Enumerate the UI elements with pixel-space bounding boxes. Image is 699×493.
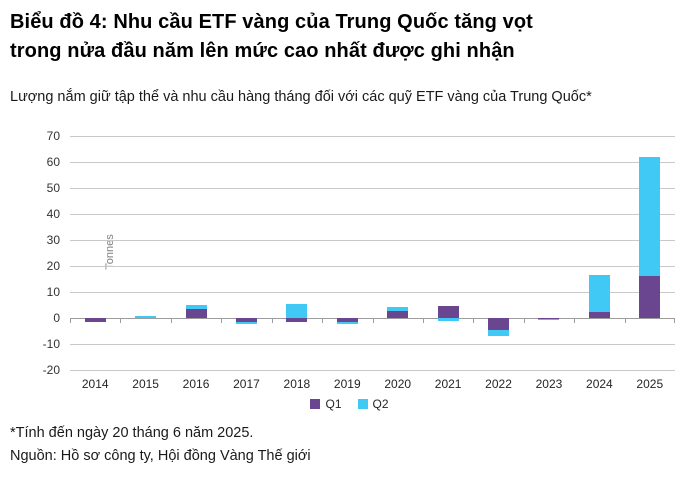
axis-tick	[221, 318, 222, 323]
bar-segment-q2-2024	[588, 275, 610, 312]
bar-segment-q2-2020	[387, 306, 409, 311]
chart-footnote: *Tính đến ngày 20 tháng 6 năm 2025.	[10, 425, 254, 441]
bar-segment-q1-2014	[84, 318, 106, 322]
gridline	[70, 344, 675, 345]
x-tick-label: 2016	[182, 377, 210, 391]
y-tick-label: 40	[46, 207, 60, 221]
x-tick-label: 2020	[384, 377, 412, 391]
axis-tick	[423, 318, 424, 323]
x-tick-label: 2017	[233, 377, 260, 391]
gridline	[70, 292, 675, 293]
chart-subtitle: Lượng nắm giữ tập thể và nhu cầu hàng th…	[10, 89, 592, 105]
bar-segment-q2-2017	[235, 321, 257, 324]
axis-tick	[322, 318, 323, 323]
y-axis-title: Tonnes	[104, 234, 116, 270]
x-tick-label: 2019	[333, 377, 361, 391]
bar-segment-q2-2021	[437, 318, 459, 322]
bar-segment-q1-2022	[488, 318, 510, 330]
x-tick-label: 2025	[636, 377, 664, 391]
axis-tick	[70, 318, 71, 323]
gridline	[70, 370, 675, 371]
bar-segment-q2-2023	[538, 318, 560, 321]
bar-segment-q1-2020	[387, 310, 409, 318]
x-tick-label: 2024	[586, 377, 613, 391]
axis-tick	[524, 318, 525, 323]
x-tick-label: 2015	[132, 377, 159, 391]
chart-source: Nguồn: Hồ sơ công ty, Hội đồng Vàng Thế …	[10, 448, 311, 464]
y-tick-label: 0	[53, 311, 60, 325]
x-tick-label: 2023	[535, 377, 563, 391]
bar-segment-q1-2016	[185, 308, 207, 318]
gridline	[70, 214, 675, 215]
legend-swatch-icon	[357, 399, 368, 409]
page-title: Biểu đồ 4: Nhu cầu ETF vàng của Trung Qu…	[10, 11, 533, 62]
axis-tick	[574, 318, 575, 323]
axis-tick	[272, 318, 273, 323]
legend-label: Q2	[372, 397, 389, 411]
axis-tick	[674, 318, 675, 323]
axis-tick	[473, 318, 474, 323]
bar-segment-q2-2016	[185, 305, 207, 309]
y-tick-label: 10	[46, 285, 60, 299]
bar-segment-q2-2025	[639, 156, 661, 276]
legend-item-q2: Q2	[357, 397, 389, 411]
y-tick-label: 50	[46, 181, 60, 195]
legend-label: Q1	[325, 397, 342, 411]
bar-segment-q1-2018	[286, 318, 308, 322]
bar-segment-q2-2019	[336, 321, 358, 325]
x-tick-label: 2021	[434, 377, 462, 391]
y-tick-label: 30	[46, 233, 60, 247]
legend-swatch-icon	[310, 399, 321, 409]
y-tick-label: -20	[42, 363, 60, 377]
gridline	[70, 188, 675, 189]
y-tick-label: 20	[46, 259, 60, 273]
y-tick-label: 70	[46, 129, 60, 143]
axis-tick	[120, 318, 121, 323]
y-tick-label: 60	[46, 155, 60, 169]
x-tick-label: 2014	[81, 377, 109, 391]
plot-area: Tonnes	[70, 136, 675, 371]
bar-segment-q1-2024	[588, 312, 610, 318]
chart-area: 70 60 50 40 30 20 10 0 -10 -20 Tonnes 2014 2015 201…	[0, 129, 699, 394]
bar-segment-q1-2021	[437, 306, 459, 318]
bar-segment-q1-2019	[336, 318, 358, 322]
bar-segment-q1-2017	[235, 318, 257, 322]
y-tick-label: -10	[42, 337, 60, 351]
chart-legend: Q1 Q2	[0, 397, 699, 411]
gridline	[70, 162, 675, 163]
x-axis-line	[70, 318, 675, 319]
axis-tick	[625, 318, 626, 323]
legend-item-q1: Q1	[310, 397, 342, 411]
axis-tick	[373, 318, 374, 323]
axis-tick	[171, 318, 172, 323]
gridline	[70, 266, 675, 267]
gridline	[70, 136, 675, 137]
bar-segment-q2-2018	[286, 304, 308, 318]
bar-segment-q1-2025	[639, 275, 661, 318]
bar-segment-q2-2022	[488, 329, 510, 336]
x-tick-label: 2018	[283, 377, 311, 391]
bar-segment-q2-2015	[135, 316, 157, 318]
x-tick-label: 2022	[485, 377, 512, 391]
gridline	[70, 240, 675, 241]
